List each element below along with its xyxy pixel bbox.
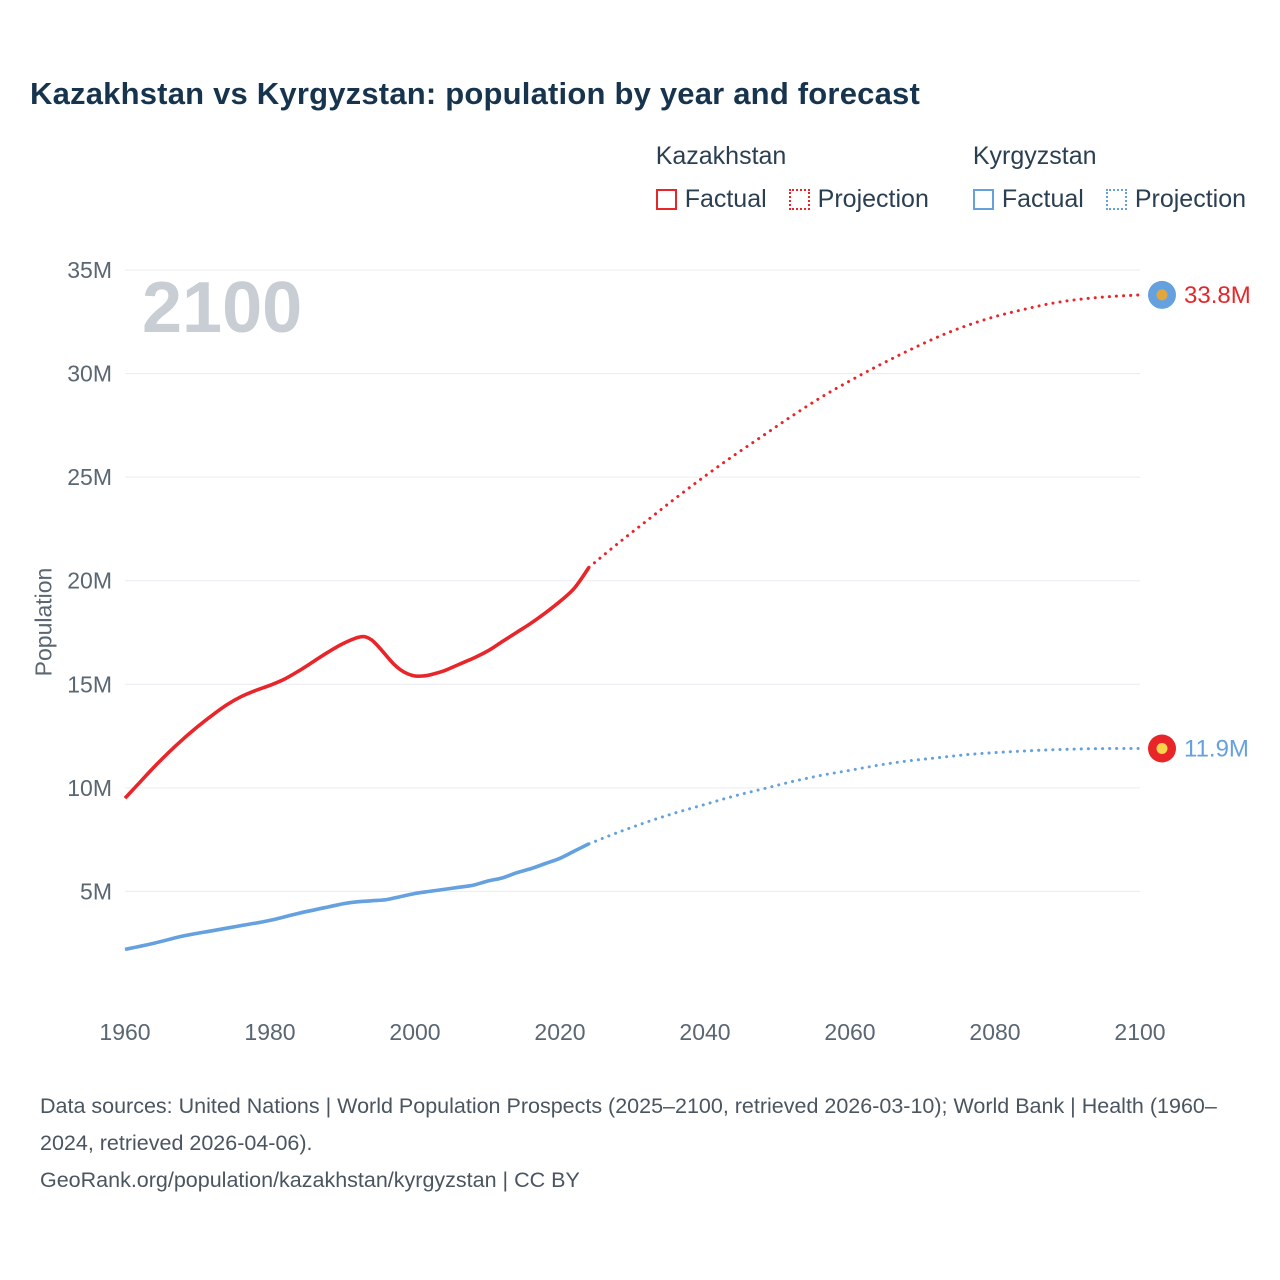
- kazakhstan-projection-swatch-icon: [788, 189, 810, 210]
- legend-group-kazakhstan: Kazakhstan Factual Projection: [655, 142, 929, 214]
- series-line-kazakhstan-factual: [123, 566, 591, 800]
- legend-item-kyrgyzstan-projection: Projection: [1105, 185, 1246, 214]
- kyrgyzstan-flag-sun-icon: [1156, 743, 1168, 754]
- y-tick-label: 35M: [67, 257, 112, 283]
- y-tick-label: 30M: [67, 361, 112, 387]
- y-tick-label: 20M: [67, 568, 112, 594]
- series-line-kyrgyzstan-projection: [587, 746, 1142, 846]
- y-tick-label: 15M: [67, 671, 112, 697]
- chart-title: Kazakhstan vs Kyrgyzstan: population by …: [30, 76, 920, 111]
- footer: Data sources: United Nations | World Pop…: [40, 1088, 1220, 1199]
- legend-item-kazakhstan-projection: Projection: [788, 185, 929, 214]
- legend-item-kyrgyzstan-factual: Factual: [972, 185, 1084, 214]
- legend-item-label: Projection: [817, 185, 929, 213]
- kyrgyzstan-end-value-label: 11.9M: [1184, 736, 1249, 763]
- legend-group-title-kazakhstan: Kazakhstan: [655, 142, 787, 170]
- legend-items-kyrgyzstan: Factual Projection: [972, 185, 1246, 214]
- x-tick-label: 2100: [1114, 1019, 1165, 1045]
- kazakhstan-factual-swatch-icon: [655, 189, 677, 210]
- kazakhstan-end-value-label: 33.8M: [1184, 282, 1251, 309]
- x-tick-label: 2000: [389, 1019, 440, 1045]
- legend-items-kazakhstan: Factual Projection: [655, 185, 929, 214]
- legend-item-label: Factual: [684, 185, 767, 213]
- kazakhstan-flag-sun-icon: [1156, 289, 1168, 301]
- kyrgyzstan-projection-swatch-icon: [1105, 189, 1127, 210]
- y-tick-label: 10M: [67, 775, 112, 801]
- series-line-kyrgyzstan-factual: [124, 842, 590, 952]
- x-tick-label: 2060: [824, 1019, 875, 1045]
- legend-item-kazakhstan-factual: Factual: [655, 185, 767, 214]
- chart-legend: Kazakhstan Factual Projection Kyrgyzstan…: [655, 142, 1246, 214]
- x-tick-label: 1960: [99, 1019, 150, 1045]
- year-watermark: 2100: [142, 268, 303, 348]
- x-tick-label: 2080: [969, 1019, 1020, 1045]
- kyrgyzstan-factual-swatch-icon: [972, 189, 994, 210]
- legend-group-title-kyrgyzstan: Kyrgyzstan: [972, 142, 1097, 170]
- attribution-link: GeoRank.org/population/kazakhstan/kyrgyz…: [40, 1167, 580, 1192]
- data-sources-text: Data sources: United Nations | World Pop…: [40, 1094, 1217, 1155]
- x-tick-label: 2020: [534, 1019, 585, 1045]
- x-tick-label: 1980: [244, 1019, 295, 1045]
- x-tick-label: 2040: [679, 1019, 730, 1045]
- series-line-kazakhstan-projection: [587, 293, 1142, 569]
- y-tick-label: 5M: [80, 878, 112, 904]
- legend-item-label: Factual: [1001, 185, 1084, 213]
- legend-group-kyrgyzstan: Kyrgyzstan Factual Projection: [972, 142, 1246, 214]
- legend-item-label: Projection: [1134, 185, 1246, 213]
- y-tick-label: 25M: [67, 464, 112, 490]
